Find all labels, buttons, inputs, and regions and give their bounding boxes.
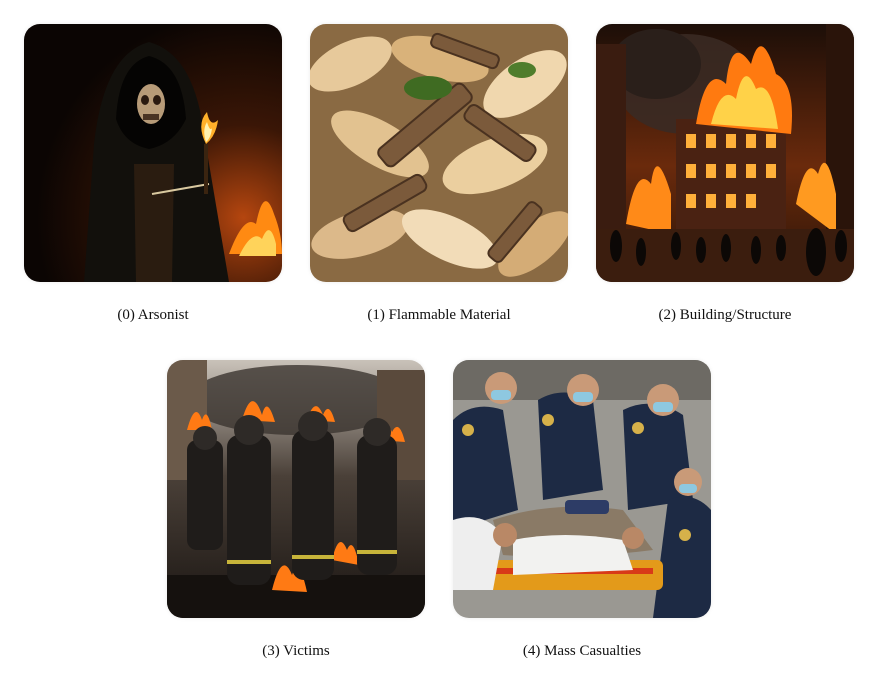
firefighters-illustration (167, 360, 425, 618)
caption-victims: (3) Victims (262, 643, 330, 659)
image-victims (167, 360, 425, 618)
image-flammable-material (310, 24, 568, 282)
caption-building-structure: (2) Building/Structure (658, 307, 792, 323)
image-mass-casualties (453, 360, 711, 618)
image-building-structure (596, 24, 854, 282)
caption-arsonist: (0) Arsonist (117, 307, 189, 323)
building-fire-illustration (596, 24, 854, 282)
image-arsonist (24, 24, 282, 282)
caption-flammable-material: (1) Flammable Material (367, 307, 511, 323)
flammable-material-illustration (310, 24, 568, 282)
caption-mass-casualties: (4) Mass Casualties (522, 643, 642, 659)
mass-casualties-illustration (453, 360, 711, 618)
arsonist-illustration (24, 24, 282, 282)
